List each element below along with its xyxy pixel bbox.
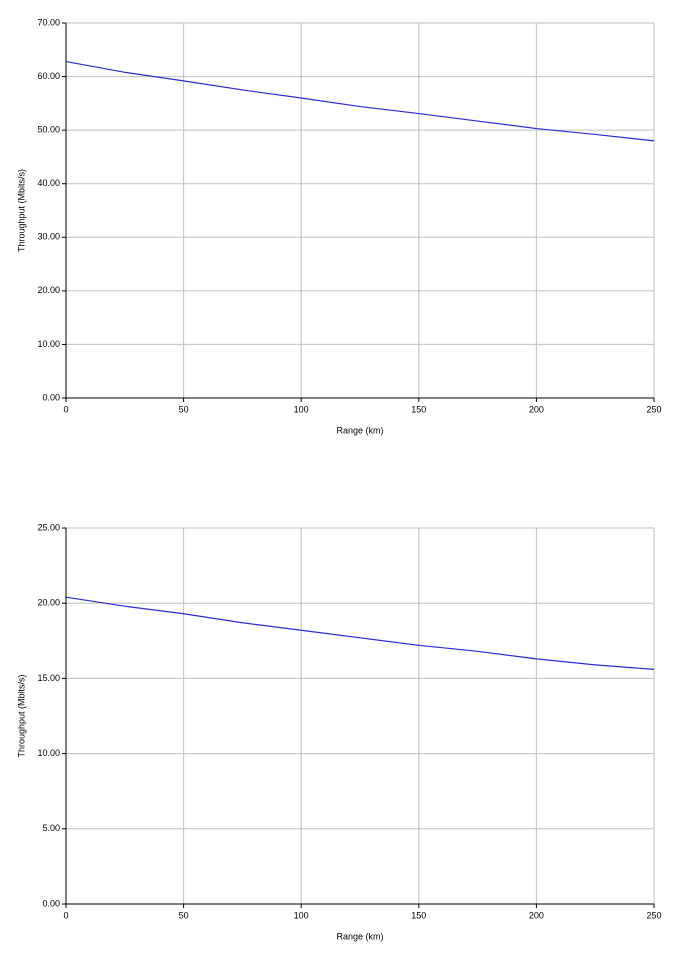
x-tick-label: 50 <box>179 404 189 414</box>
x-tick-label: 100 <box>294 910 309 920</box>
y-axis-title: Throughput (Mbits/s) <box>16 169 26 252</box>
y-tick-label: 10.00 <box>37 748 60 758</box>
y-tick-label: 70.00 <box>37 17 60 27</box>
x-tick-label: 250 <box>646 910 661 920</box>
x-tick-label: 150 <box>411 910 426 920</box>
x-tick-label: 250 <box>646 404 661 414</box>
y-axis-title: Throughput (Mbits/s) <box>16 674 26 757</box>
y-tick-label: 0.00 <box>42 898 60 908</box>
y-tick-label: 5.00 <box>42 823 60 833</box>
y-tick-label: 25.00 <box>37 522 60 532</box>
y-tick-label: 50.00 <box>37 125 60 135</box>
y-tick-label: 10.00 <box>37 339 60 349</box>
x-tick-label: 150 <box>411 404 426 414</box>
x-tick-label: 0 <box>63 404 68 414</box>
x-tick-label: 200 <box>529 910 544 920</box>
y-tick-label: 0.00 <box>42 392 60 402</box>
x-tick-label: 50 <box>179 910 189 920</box>
line <box>65 596 655 670</box>
line <box>65 60 655 142</box>
x-axis-title: Range (km) <box>336 931 383 941</box>
x-tick-label: 100 <box>294 404 309 414</box>
y-tick-label: 20.00 <box>37 598 60 608</box>
y-tick-label: 30.00 <box>37 232 60 242</box>
y-tick-label: 40.00 <box>37 178 60 188</box>
x-tick-label: 200 <box>529 404 544 414</box>
y-tick-label: 15.00 <box>37 673 60 683</box>
x-axis-title: Range (km) <box>336 425 383 435</box>
y-tick-label: 60.00 <box>37 71 60 81</box>
y-tick-label: 20.00 <box>37 285 60 295</box>
x-tick-label: 0 <box>63 910 68 920</box>
